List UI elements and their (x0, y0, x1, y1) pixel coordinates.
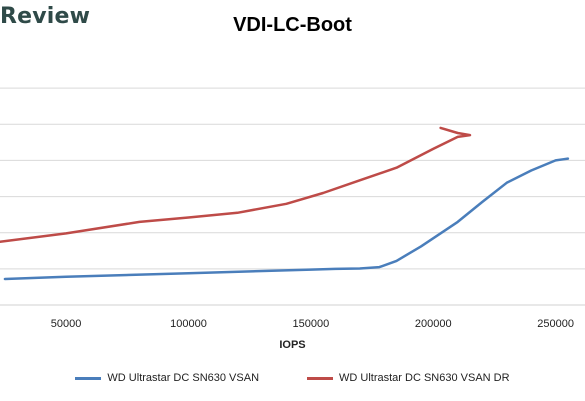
x-axis-ticks: 50000 100000 150000 200000 250000 (51, 318, 574, 330)
x-tick-label-1: 100000 (170, 318, 207, 330)
x-axis-title: IOPS (279, 339, 305, 351)
legend-swatch-vsan-dr (307, 376, 334, 380)
chart-title: VDI-LC-Boot (233, 14, 352, 36)
x-tick-label-4: 250000 (537, 318, 574, 330)
legend-swatch-vsan (75, 376, 102, 380)
legend-entry-vsan-dr: WD Ultrastar DC SN630 VSAN DR (307, 372, 510, 384)
legend-entry-vsan: WD Ultrastar DC SN630 VSAN (75, 372, 259, 384)
series-line-vsan (3, 157, 570, 281)
review-watermark: Review (0, 4, 91, 29)
legend-label-vsan-dr: WD Ultrastar DC SN630 VSAN DR (339, 372, 510, 384)
series-lines (0, 126, 570, 281)
x-tick-label-2: 150000 (292, 318, 329, 330)
gridlines (0, 87, 585, 270)
x-tick-label-0: 50000 (51, 318, 82, 330)
legend-label-vsan: WD Ultrastar DC SN630 VSAN (107, 372, 260, 384)
x-tick-label-3: 200000 (415, 318, 452, 330)
series-line-vsan-dr (0, 126, 472, 244)
legend: WD Ultrastar DC SN630 VSAN WD Ultrastar … (0, 372, 585, 384)
